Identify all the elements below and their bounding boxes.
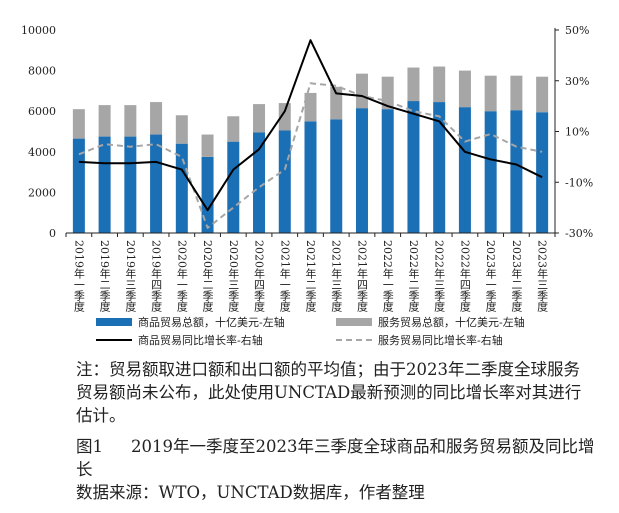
x-tick-label: 2022年三季度 — [433, 240, 446, 313]
legend-label: 商品贸易总额，十亿美元-左轴 — [138, 315, 285, 329]
legend-label: 服务贸易总额，十亿美元-左轴 — [378, 315, 525, 329]
goods-bar — [510, 110, 523, 233]
y-right-tick-label: 10% — [565, 126, 589, 139]
services-bar — [98, 105, 111, 137]
services-bar — [150, 102, 163, 135]
goods-bar — [355, 108, 368, 233]
x-tick-label: 2023年三季度 — [536, 240, 549, 313]
goods-bar — [330, 119, 343, 233]
services-bar — [227, 116, 240, 142]
y-left-tick-label: 10000 — [21, 24, 56, 37]
figure-title: 2019年一季度至2023年三季度全球商品和服务贸易额及同比增长 — [76, 437, 595, 479]
services-bar — [72, 109, 85, 139]
x-tick-label: 2019年一季度 — [72, 240, 85, 313]
services-bar — [355, 73, 368, 109]
legend-label: 服务贸易同比增长率-右轴 — [378, 333, 503, 347]
services-bar — [433, 66, 446, 103]
data-source: 数据来源：WTO，UNCTAD数据库，作者整理 — [76, 483, 425, 502]
services-bar — [201, 134, 214, 157]
x-tick-label: 2023年一季度 — [484, 240, 497, 313]
services-bar — [304, 92, 317, 122]
x-tick-label: 2021年三季度 — [330, 240, 343, 313]
goods-bar — [407, 101, 420, 233]
x-tick-label: 2020年二季度 — [201, 240, 214, 313]
x-tick-label: 2019年三季度 — [124, 240, 137, 313]
legend-label: 商品贸易同比增长率-右轴 — [138, 333, 263, 347]
goods-bar — [227, 141, 240, 233]
goods-bar — [278, 130, 291, 233]
chart: 0 2000 4000 6000 8000 10000 -30% -10% 10% 30% 50% 2… — [21, 24, 593, 347]
goods-bar — [433, 102, 446, 233]
y-left-tick-label: 0 — [49, 227, 56, 240]
x-tick-label: 2022年二季度 — [407, 240, 420, 313]
y-left-tick-label: 6000 — [28, 105, 56, 118]
chart-svg: 0 2000 4000 6000 8000 10000 -30% -10% 10% 30% 50% 2… — [21, 24, 593, 347]
goods-bar — [98, 136, 111, 233]
services-bar — [407, 67, 420, 102]
goods-growth-line — [78, 39, 543, 212]
goods-bar — [175, 143, 188, 233]
services-bar — [278, 103, 291, 131]
x-tick-label: 2019年四季度 — [150, 240, 163, 313]
services-bar — [381, 76, 394, 110]
goods-bar — [150, 134, 163, 233]
x-tick-label: 2021年二季度 — [304, 240, 317, 313]
services-bar — [253, 104, 266, 133]
services-bar — [330, 86, 343, 120]
services-growth-line — [78, 82, 543, 229]
services-bar — [484, 75, 497, 112]
services-bar — [458, 70, 471, 108]
figure-caption: 图1 2019年一季度至2023年三季度全球商品和服务贸易额及同比增长 — [76, 435, 596, 481]
services-bar — [510, 75, 523, 111]
y-right-tick-label: -10% — [565, 176, 593, 189]
goods-bar — [304, 121, 317, 233]
goods-bar — [253, 132, 266, 233]
goods-bar — [124, 136, 137, 233]
services-bar — [536, 76, 549, 113]
goods-bar — [536, 112, 549, 233]
legend-swatch — [96, 318, 132, 326]
services-bar — [124, 105, 137, 137]
x-tick-label: 2020年四季度 — [253, 240, 266, 313]
legend-swatch — [336, 318, 372, 326]
services-bar — [175, 115, 188, 144]
chart-note: 注：贸易额取进口额和出口额的平均值；由于2023年二季度全球服务贸易额尚未公布，… — [76, 360, 582, 425]
caption-block: 注：贸易额取进口额和出口额的平均值；由于2023年二季度全球服务贸易额尚未公布，… — [76, 358, 596, 504]
x-tick-label: 2022年一季度 — [381, 240, 394, 313]
goods-bar — [201, 156, 214, 233]
goods-bar — [484, 111, 497, 233]
y-left-tick-label: 8000 — [28, 65, 56, 78]
x-tick-label: 2023年二季度 — [510, 240, 523, 313]
y-left-tick-label: 4000 — [28, 146, 56, 159]
y-right-tick-label: 50% — [565, 24, 589, 37]
goods-bar — [458, 107, 471, 233]
goods-bar — [381, 109, 394, 233]
x-tick-label: 2021年一季度 — [278, 240, 291, 313]
x-tick-label: 2020年三季度 — [227, 240, 240, 313]
x-tick-label: 2022年四季度 — [458, 240, 471, 313]
x-tick-label: 2019年二季度 — [98, 240, 111, 313]
y-left-tick-label: 2000 — [28, 186, 56, 199]
y-right-tick-label: 30% — [565, 75, 589, 88]
x-tick-label: 2021年四季度 — [355, 240, 368, 313]
y-right-tick-label: -30% — [565, 227, 593, 240]
figure-label: 图1 — [76, 437, 103, 456]
x-tick-label: 2020年一季度 — [175, 240, 188, 313]
